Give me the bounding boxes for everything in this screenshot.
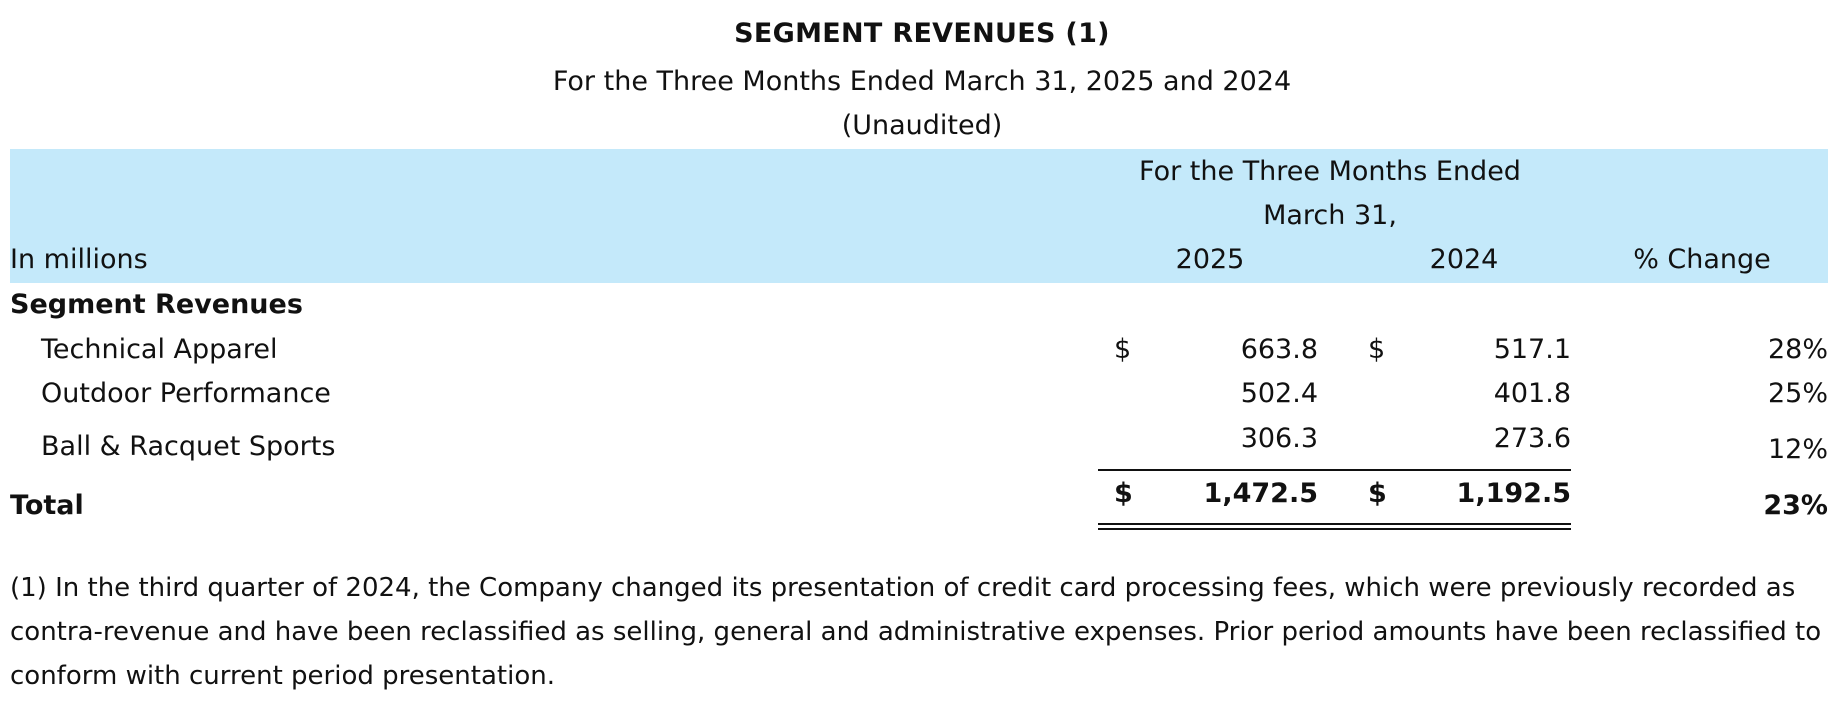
row-label: Technical Apparel [41, 334, 278, 365]
currency-symbol: $ [1114, 334, 1132, 365]
header-percent-change: % Change [1633, 244, 1771, 275]
percent-change: 12% [1767, 434, 1828, 465]
total-percent-change: 23% [1763, 490, 1828, 521]
total-value-2025: 1,472.5 [1203, 478, 1318, 509]
percent-change: 25% [1767, 378, 1828, 409]
value-2024: 273.6 [1493, 423, 1571, 454]
value-2024: 517.1 [1493, 334, 1571, 365]
subtotal-rule [1098, 469, 1571, 471]
currency-symbol: $ [1368, 478, 1387, 509]
total-double-rule-bottom [1098, 528, 1571, 530]
currency-symbol: $ [1114, 478, 1133, 509]
header-period-line2: March 31, [1263, 200, 1397, 231]
unaudited-note: (Unaudited) [841, 110, 1003, 141]
total-double-rule-top [1098, 523, 1571, 525]
header-year-2025: 2025 [1175, 244, 1245, 275]
header-period-line1: For the Three Months Ended [1139, 156, 1521, 187]
value-2024: 401.8 [1493, 378, 1571, 409]
page-subtitle: For the Three Months Ended March 31, 202… [552, 66, 1292, 97]
total-label: Total [10, 490, 84, 521]
header-units: In millions [10, 244, 148, 275]
percent-change: 28% [1767, 334, 1828, 365]
table-header-band [10, 149, 1828, 283]
header-year-2024: 2024 [1429, 244, 1499, 275]
total-value-2024: 1,192.5 [1456, 478, 1571, 509]
value-2025: 306.3 [1240, 423, 1318, 454]
footnote: (1) In the third quarter of 2024, the Co… [10, 573, 1822, 691]
currency-symbol: $ [1368, 334, 1386, 365]
value-2025: 663.8 [1240, 334, 1318, 365]
section-label: Segment Revenues [10, 289, 303, 320]
row-label: Outdoor Performance [41, 378, 331, 409]
value-2025: 502.4 [1240, 378, 1318, 409]
page-title: SEGMENT REVENUES (1) [734, 18, 1110, 49]
row-label: Ball & Racquet Sports [41, 431, 336, 462]
